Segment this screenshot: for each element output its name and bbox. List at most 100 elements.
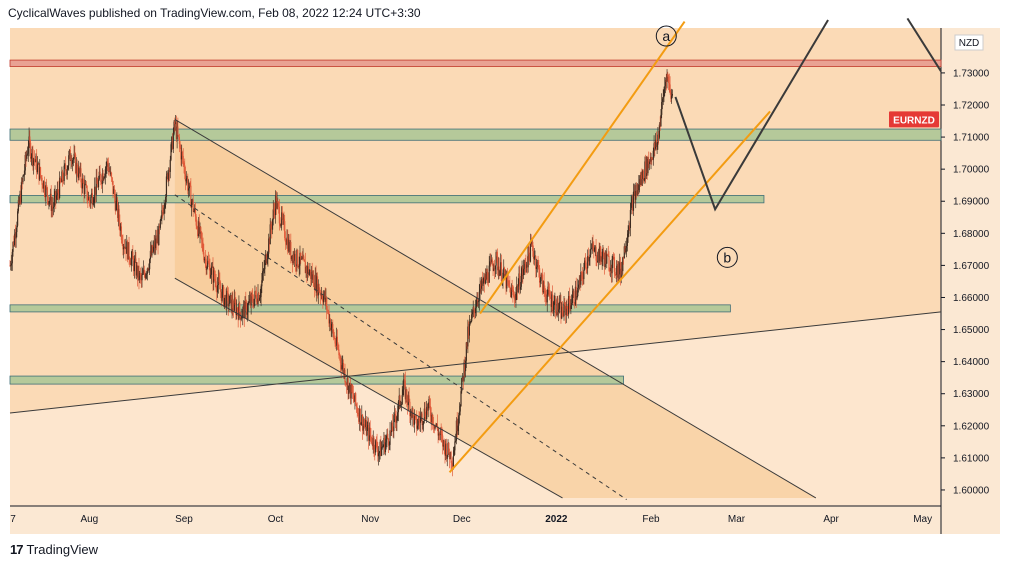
candle-body — [433, 426, 435, 429]
candle-body — [59, 177, 61, 199]
candle-body — [39, 167, 42, 176]
candle-body — [555, 299, 557, 314]
y-tick-label: 1.65000 — [953, 325, 990, 336]
candle-body — [59, 177, 61, 182]
candle-body — [171, 136, 174, 149]
price-chart[interactable]: ab 1.600001.610001.620001.630001.640001.… — [0, 0, 1009, 538]
candle-body — [561, 306, 564, 316]
candle-body — [415, 415, 417, 418]
candle-body — [589, 254, 591, 258]
candle-body — [368, 427, 371, 441]
candle-body — [481, 279, 483, 286]
candle-body — [51, 205, 53, 211]
candle-body — [200, 227, 202, 232]
candle-body — [323, 291, 326, 297]
candle-body — [155, 238, 158, 244]
candle-body — [27, 147, 29, 154]
candle-body — [442, 435, 444, 447]
candle-body — [580, 272, 583, 273]
candle-body — [94, 186, 97, 195]
candle-body — [614, 271, 616, 275]
candle-body — [252, 296, 254, 303]
candle-body — [132, 251, 134, 260]
candle-body — [284, 221, 286, 239]
candle-body — [101, 173, 103, 185]
candle-body — [287, 239, 290, 252]
candle-body — [307, 266, 309, 275]
candle-body — [310, 272, 313, 279]
candle-body — [300, 252, 302, 260]
candle-body — [220, 291, 222, 301]
candle-body — [653, 143, 655, 151]
candle-body — [364, 425, 366, 427]
candle-body — [154, 241, 156, 249]
candle-body — [458, 415, 460, 426]
candle-body — [74, 153, 76, 155]
candle-body — [142, 273, 144, 275]
candle-body — [642, 170, 644, 180]
candle-body — [308, 272, 310, 275]
candle-body — [346, 378, 348, 385]
candle-body — [575, 286, 577, 300]
candle-body — [336, 336, 338, 348]
candle-body — [53, 197, 55, 208]
candle-body — [340, 363, 342, 370]
candle-body — [651, 157, 653, 160]
candle-body — [626, 237, 628, 247]
y-tick-label: 1.63000 — [953, 389, 990, 400]
candle-body — [542, 281, 545, 293]
candle-body — [139, 272, 141, 280]
candle-body — [639, 179, 641, 186]
candle-body — [371, 436, 373, 444]
candle-body — [265, 254, 267, 261]
candle-body — [619, 262, 622, 278]
candle-body — [213, 270, 216, 280]
candle-body — [49, 193, 52, 201]
candle-body — [482, 281, 484, 286]
y-tick-label: 1.61000 — [953, 453, 990, 464]
candle-body — [609, 270, 611, 272]
x-tick-label: Dec — [453, 514, 471, 525]
candle-body — [564, 302, 566, 305]
candle-body — [550, 298, 552, 307]
candle-body — [570, 305, 572, 310]
candle-body — [443, 439, 445, 446]
candle-body — [162, 212, 164, 214]
candle-body — [394, 413, 396, 420]
candle-body — [561, 306, 563, 319]
candle-body — [613, 256, 615, 272]
candle-body — [383, 437, 385, 447]
candle-body — [110, 172, 112, 175]
candle-body — [91, 193, 93, 197]
candle-body — [85, 184, 87, 186]
candle-body — [648, 161, 651, 165]
candle-body — [394, 413, 396, 416]
candle-body — [621, 268, 623, 272]
candle-body — [304, 261, 306, 274]
candle-body — [331, 324, 333, 328]
candle-body — [176, 126, 178, 140]
candle-body — [197, 228, 199, 237]
candle-body — [97, 183, 99, 188]
candle-body — [624, 246, 626, 253]
candle-body — [625, 246, 628, 249]
candle-body — [129, 262, 132, 265]
candle-body — [68, 149, 71, 156]
candle-body — [155, 238, 157, 249]
candle-body — [347, 378, 349, 394]
candle-body — [491, 259, 493, 266]
candle-body — [442, 439, 445, 447]
candle-body — [239, 303, 241, 313]
candle-body — [79, 168, 81, 174]
candle-body — [604, 252, 606, 268]
candle-body — [209, 264, 211, 278]
candle-body — [133, 259, 135, 272]
candle-body — [275, 195, 277, 209]
candle-body — [280, 224, 282, 226]
zone-resistance-0 — [9, 59, 942, 67]
candle-body — [261, 280, 263, 287]
candle-body — [378, 451, 380, 454]
candle-body — [223, 286, 225, 306]
candle-body — [220, 289, 222, 292]
candle-body — [231, 299, 233, 312]
